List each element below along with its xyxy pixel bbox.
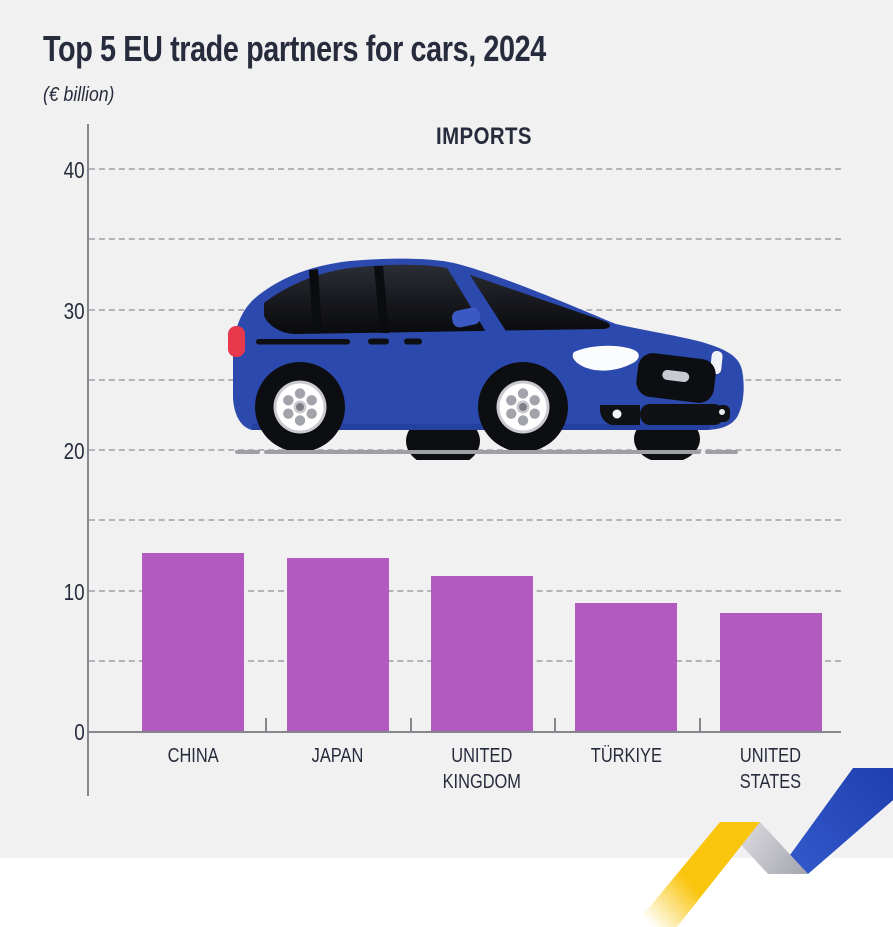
bar xyxy=(431,576,533,731)
page-title: Top 5 EU trade partners for cars, 2024 xyxy=(43,28,546,69)
x-axis-category-label: UNITED STATES xyxy=(740,745,802,793)
y-axis-tick-label: 10 xyxy=(64,578,85,605)
side-trim xyxy=(256,339,350,345)
gridline xyxy=(89,519,841,522)
bar xyxy=(286,558,389,731)
swoosh-yellow-band xyxy=(633,822,760,927)
bar xyxy=(719,612,822,731)
category-tick xyxy=(698,718,701,731)
eurostat-swoosh-logo xyxy=(633,768,893,927)
taillight xyxy=(228,326,245,357)
category-tick xyxy=(265,718,268,731)
door-handle xyxy=(404,338,422,345)
bumper-corner-light xyxy=(719,409,725,415)
x-axis-line xyxy=(87,731,841,733)
gridline xyxy=(89,168,841,170)
category-tick xyxy=(554,718,557,731)
window-pillar xyxy=(374,266,389,333)
car-windows xyxy=(264,264,610,334)
x-axis-category-label: JAPAN xyxy=(311,745,364,767)
front-wheel xyxy=(478,362,568,452)
y-axis-tick-label: 30 xyxy=(64,297,85,324)
grille-badge xyxy=(662,369,690,382)
y-axis-tick-label: 40 xyxy=(64,157,85,183)
footer: e xyxy=(0,858,893,927)
x-axis-category-label: UNITED KINGDOM xyxy=(442,745,522,793)
gridline xyxy=(89,238,841,241)
x-axis-category-label: TÜRKIYE xyxy=(590,745,662,767)
bar-chart: 0 10 20 30 40 CHINA JAPAN UNITED KINGDOM TÜRKIYE… xyxy=(64,124,841,796)
car-underbody-shadow xyxy=(252,424,710,430)
y-axis-line xyxy=(87,124,89,796)
bar xyxy=(142,552,245,731)
y-axis-tick-label: 20 xyxy=(64,438,85,464)
section-label-imports: IMPORTS xyxy=(436,123,532,150)
x-axis-category-label: CHINA xyxy=(167,745,219,767)
door-handle xyxy=(368,338,389,345)
bumper-intake xyxy=(640,404,724,425)
y-axis-tick-label: 0 xyxy=(74,719,85,745)
chart-panel: Top 5 EU trade partners for cars, 2024 (… xyxy=(0,0,893,858)
car-illustration xyxy=(228,258,744,460)
swoosh-blue-band xyxy=(790,768,893,874)
category-tick xyxy=(409,718,412,731)
b-pillar xyxy=(446,266,506,332)
rear-wheel xyxy=(255,362,345,452)
bar xyxy=(575,603,678,731)
side-mirror xyxy=(451,307,481,328)
axis-unit-label: (€ billion) xyxy=(43,84,115,106)
headlight xyxy=(572,345,639,371)
window-pillar xyxy=(309,269,322,333)
fog-light xyxy=(612,409,622,419)
